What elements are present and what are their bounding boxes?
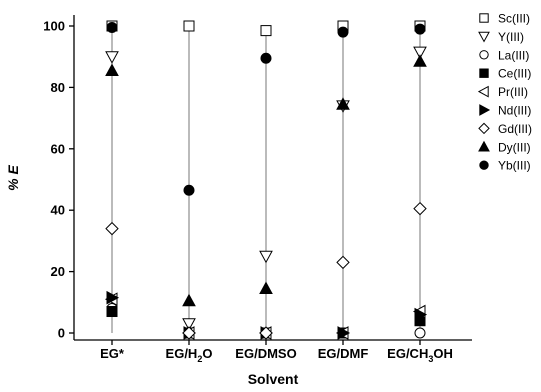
y-tick-label: 100 (43, 19, 65, 34)
point-ce-iii (106, 306, 118, 318)
y-tick-label: 0 (58, 326, 65, 341)
legend-label: Y(III) (498, 30, 524, 44)
point-nd-iii (414, 307, 428, 322)
y-tick-label: 20 (51, 264, 65, 279)
legend-marker (479, 13, 489, 23)
legend-item: Gd(III) (478, 122, 532, 136)
legend-item: Y(III) (478, 30, 524, 44)
y-tick-label: 40 (51, 203, 65, 218)
legend-marker (478, 122, 490, 135)
legend-item: Sc(III) (479, 12, 530, 26)
legend-item: Nd(III) (479, 104, 531, 118)
legend-label: La(III) (498, 48, 529, 62)
legend-label: Gd(III) (498, 122, 532, 136)
legend-label: Pr(III) (498, 85, 528, 99)
legend-item: Yb(III) (479, 159, 531, 173)
point-yb-iii (183, 184, 195, 196)
x-tick-label: EG* (100, 346, 125, 361)
y-ticks: 0 20 40 60 80 100 (43, 19, 74, 341)
point-yb-iii (337, 26, 349, 38)
legend: Sc(III) Y(III) La(III) Ce(III) Pr(III) Nd(III… (477, 12, 532, 173)
y-axis-title: % E (5, 165, 21, 191)
x-tick-label: EG/DMSO (235, 346, 296, 361)
point-yb-iii (106, 22, 118, 34)
data-points (104, 20, 428, 340)
legend-marker (479, 160, 489, 170)
point-gd-iii (182, 326, 196, 340)
series-yb-iii (106, 22, 426, 196)
point-gd-iii (259, 326, 273, 340)
point-dy-iii (259, 281, 273, 294)
series-gd-iii (105, 201, 427, 340)
point-dy-iii (413, 54, 427, 67)
point-yb-iii (260, 52, 272, 64)
point-dy-iii (105, 63, 119, 77)
legend-marker (479, 50, 489, 60)
x-ticks: EG* EG/H2O EG/DMSO EG/DMF EG/CH3OH (100, 340, 453, 364)
point-nd-iii (337, 326, 351, 340)
legend-item: Dy(III) (478, 140, 531, 154)
legend-item: Pr(III) (477, 85, 528, 99)
x-axis-title: Solvent (248, 371, 299, 387)
point-yb-iii (414, 23, 426, 35)
point-sc-iii (183, 20, 195, 32)
point-dy-iii (182, 293, 196, 307)
point-la-iii (414, 327, 426, 339)
legend-marker (477, 85, 489, 98)
legend-item: Ce(III) (479, 67, 531, 81)
legend-label: Ce(III) (498, 67, 531, 81)
point-y-iii (413, 46, 427, 60)
point-sc-iii (260, 25, 272, 37)
x-tick-label: EG/H2O (166, 346, 213, 364)
y-tick-label: 80 (51, 80, 65, 95)
point-gd-iii (413, 201, 427, 216)
legend-marker (478, 140, 490, 152)
legend-label: Sc(III) (498, 12, 530, 26)
legend-label: Yb(III) (498, 159, 531, 173)
y-tick-label: 60 (51, 141, 65, 156)
series-dy-iii (105, 54, 427, 307)
point-y-iii (259, 250, 273, 264)
series-sc-iii (106, 20, 426, 37)
point-dy-iii (336, 97, 350, 110)
legend-marker (478, 31, 490, 43)
legend-label: Nd(III) (498, 104, 531, 118)
point-y-iii (105, 51, 119, 64)
legend-item: La(III) (479, 48, 529, 62)
legend-marker (479, 104, 491, 116)
legend-marker (479, 68, 489, 78)
axes (73, 15, 472, 341)
point-gd-iii (336, 255, 350, 270)
x-tick-label: EG/CH3OH (387, 346, 453, 364)
point-nd-iii (106, 290, 120, 305)
legend-label: Dy(III) (498, 140, 531, 154)
point-y-iii (182, 318, 196, 331)
x-tick-label: EG/DMF (318, 346, 369, 361)
point-gd-iii (105, 221, 119, 236)
category-lines (111, 26, 421, 333)
